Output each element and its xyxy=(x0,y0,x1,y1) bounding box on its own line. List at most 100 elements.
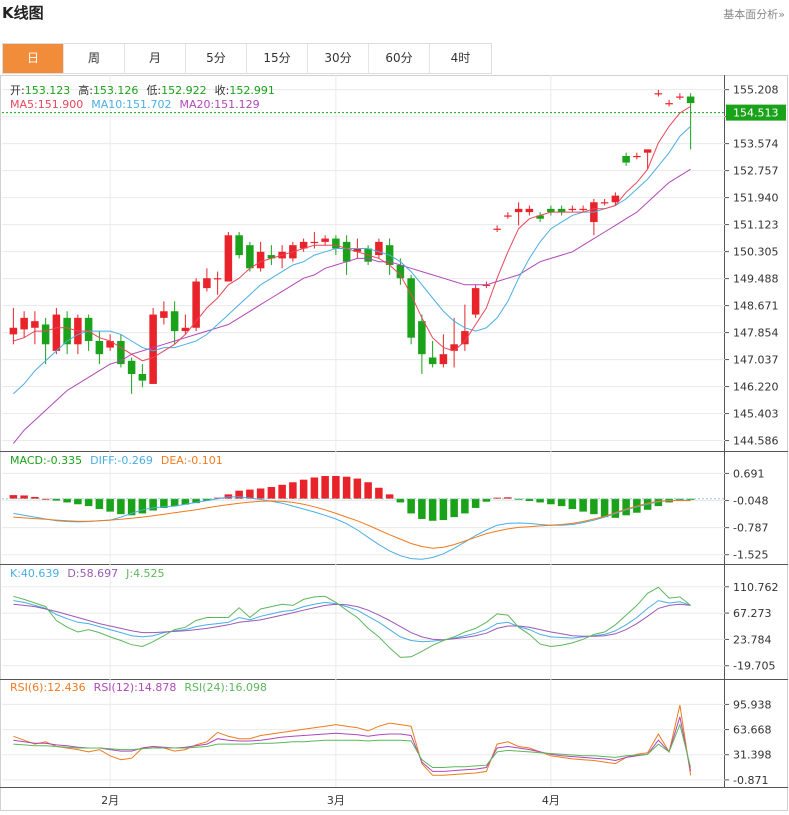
candle-body xyxy=(310,241,319,244)
candle-body xyxy=(41,324,50,345)
y-tick-label: 149.488 xyxy=(733,273,779,286)
tab-2[interactable]: 月 xyxy=(125,44,186,73)
macd-bar xyxy=(235,490,243,499)
y-tick-label: 152.757 xyxy=(733,165,779,178)
tab-3[interactable]: 5分 xyxy=(186,44,247,73)
candle-body xyxy=(31,321,39,328)
candle-body xyxy=(643,149,652,153)
candle-body xyxy=(170,311,179,332)
kdj-legend: K:40.639 D:58.697 J:4.525 xyxy=(10,567,173,580)
tab-7[interactable]: 4时 xyxy=(450,51,471,65)
y-tick-label: 95.938 xyxy=(733,698,772,711)
candle-body xyxy=(224,235,233,282)
candle-body xyxy=(181,327,190,332)
candle-body xyxy=(525,208,534,213)
candle-body xyxy=(52,314,61,351)
macd-bar xyxy=(278,484,286,499)
ma5-line xyxy=(13,105,691,362)
ma-item: MA10:151.702 xyxy=(91,98,172,111)
macd-bar xyxy=(547,498,555,505)
macd-bar xyxy=(170,498,179,507)
macd-bar xyxy=(418,498,426,519)
macd-item: DIFF:-0.269 xyxy=(90,454,153,467)
macd-bar xyxy=(181,498,190,505)
y-tick-label: 144.586 xyxy=(733,435,779,448)
diff-line xyxy=(13,496,691,560)
macd-bar xyxy=(332,476,340,499)
candle-body xyxy=(375,241,383,256)
macd-bar xyxy=(364,482,372,499)
macd-bar xyxy=(375,487,383,499)
x-tick-label: 4月 xyxy=(542,794,560,807)
candle-body xyxy=(579,208,587,211)
y-tick-label: 151.123 xyxy=(733,219,779,232)
fundamental-analysis-link[interactable]: 基本面分析» xyxy=(723,8,785,21)
macd-bar xyxy=(536,498,544,503)
candle-body xyxy=(471,288,480,315)
tab-4[interactable]: 15分 xyxy=(247,44,308,73)
macd-bar xyxy=(117,498,125,515)
candle-body xyxy=(127,360,136,375)
candle-body xyxy=(299,241,308,249)
macd-bar xyxy=(525,498,534,501)
y-tick-label: 153.574 xyxy=(733,138,779,151)
tab-1[interactable]: 周 xyxy=(64,44,125,73)
tab-6[interactable]: 60分 xyxy=(369,44,430,73)
rsi12-line xyxy=(13,716,692,772)
tab-0[interactable]: 日 xyxy=(3,44,64,73)
candle-body xyxy=(686,96,695,104)
macd-bar xyxy=(246,489,254,499)
macd-bar xyxy=(450,498,458,518)
macd-bar xyxy=(461,498,469,514)
macd-bar xyxy=(106,498,114,512)
y-tick-label: 145.403 xyxy=(733,408,779,421)
macd-bar xyxy=(213,497,222,499)
candle-body xyxy=(63,317,71,345)
rsi6-line xyxy=(13,704,692,776)
rsi-item: RSI(24):16.098 xyxy=(184,681,267,694)
y-tick-label: -0.048 xyxy=(733,495,768,508)
macd-bar xyxy=(579,498,587,512)
ohlc-legend: 开:153.123 高:153.126 低:152.922 收:152.991 xyxy=(10,82,283,98)
kdj-item: D:58.697 xyxy=(67,567,119,580)
macd-bar xyxy=(256,488,265,499)
y-tick-label: 146.220 xyxy=(733,381,779,394)
candle-body xyxy=(256,251,265,269)
macd-bar xyxy=(622,498,630,516)
kline-chart-svg: 2月3月4月155.208154.391153.574152.757151.94… xyxy=(0,75,788,811)
tab-5[interactable]: 30分 xyxy=(308,44,369,73)
candle-body xyxy=(138,374,147,381)
candle-body xyxy=(246,245,254,269)
chart-frame xyxy=(0,75,788,811)
candle-body xyxy=(504,215,512,217)
macd-legend: MACD:-0.335 DIFF:-0.269 DEA:-0.101 xyxy=(10,454,231,467)
macd-bar xyxy=(20,495,28,499)
macd-item: MACD:-0.335 xyxy=(10,454,83,467)
period-tabs: 日周月 5分 15分 30分 60分 4时 xyxy=(2,43,492,74)
page-title: K线图 xyxy=(2,4,44,22)
macd-bar xyxy=(471,498,480,508)
macd-bar xyxy=(31,496,39,499)
y-tick-label: 67.273 xyxy=(733,607,772,620)
candle-body xyxy=(213,278,222,280)
candle-body xyxy=(106,340,114,348)
ma-legend: MA5:151.900 MA10:151.702 MA20:151.129 xyxy=(10,98,268,111)
candle-body xyxy=(418,321,426,355)
candle-body xyxy=(149,314,157,384)
candle-body xyxy=(9,327,18,335)
macd-bar xyxy=(686,498,695,500)
macd-bar xyxy=(396,498,405,503)
j-line xyxy=(13,586,691,658)
candle-body xyxy=(493,228,501,230)
current-price-tag xyxy=(726,104,786,121)
header: K线图 基本面分析» xyxy=(0,0,789,40)
y-tick-label: 31.398 xyxy=(733,749,772,762)
y-tick-label: 63.668 xyxy=(733,724,772,737)
macd-bar xyxy=(203,498,211,501)
candle-body xyxy=(117,340,125,365)
rsi-legend: RSI(6):12.436 RSI(12):14.878 RSI(24):16.09… xyxy=(10,681,275,694)
macd-bar xyxy=(52,498,61,501)
candle-body xyxy=(332,238,340,249)
ma10-line xyxy=(13,125,691,395)
macd-bar xyxy=(321,476,329,499)
